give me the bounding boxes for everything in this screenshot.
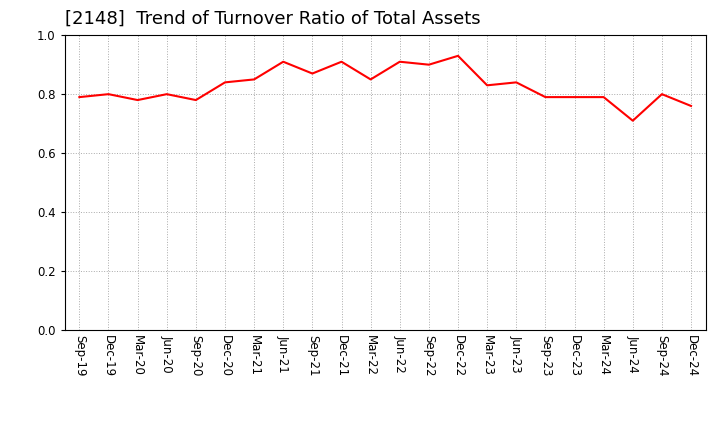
Text: [2148]  Trend of Turnover Ratio of Total Assets: [2148] Trend of Turnover Ratio of Total …	[65, 10, 480, 28]
